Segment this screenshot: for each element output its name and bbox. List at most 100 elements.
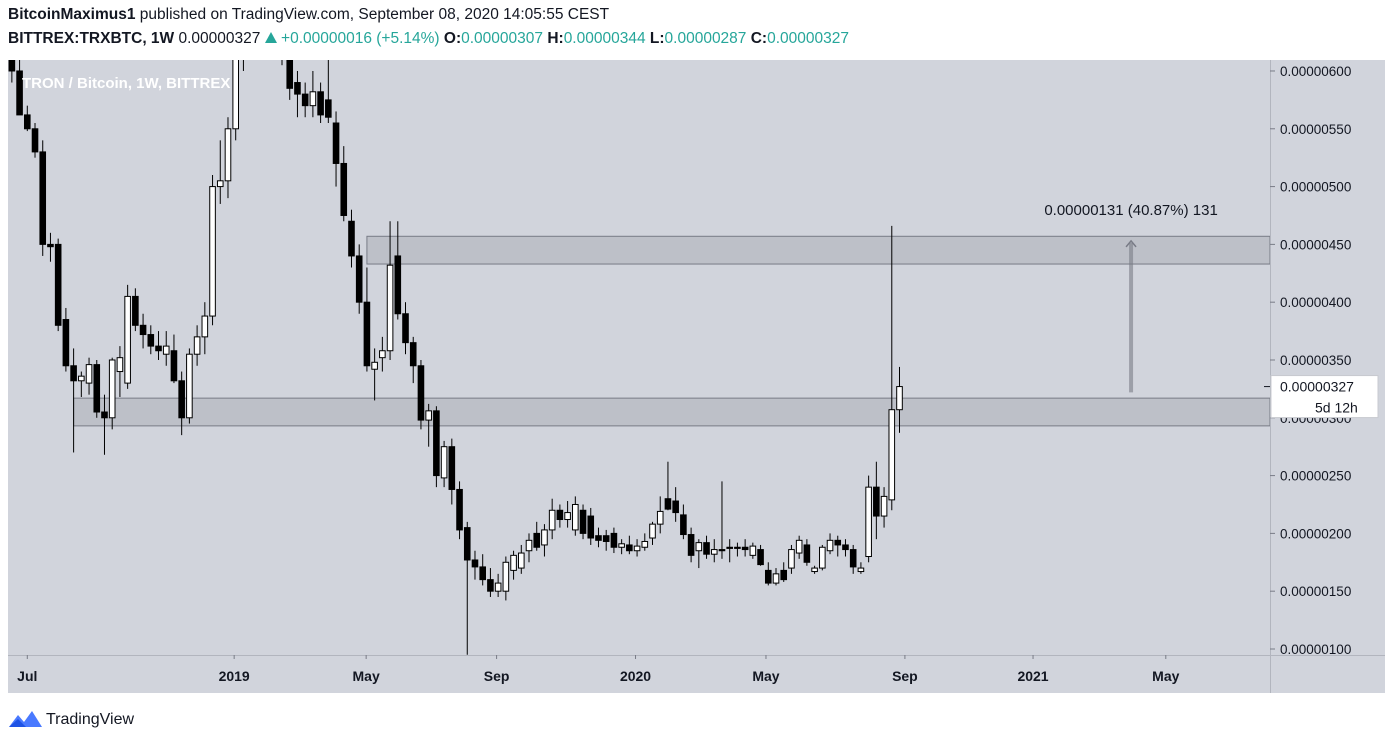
zone (366, 235, 1270, 265)
candle-body (31, 128, 39, 153)
ohlc: O:0.00000307 H:0.00000344 L:0.00000287 C… (444, 30, 849, 47)
candle-body (155, 345, 162, 352)
candle-body (487, 579, 494, 592)
brand: TradingView (46, 711, 134, 728)
candle-body (264, 0, 270, 7)
x-tick-label: Sep (892, 668, 918, 684)
last: 0.00000327 (178, 30, 261, 47)
candle-body (541, 529, 548, 546)
y-tick-label: 0.00000250 (1280, 469, 1351, 484)
candle-body (201, 315, 209, 338)
candle-body (479, 566, 486, 581)
ohlc-value: 0.00000344 (563, 30, 646, 47)
y-tick-label: 0.00000100 (1280, 642, 1351, 657)
candle-body (726, 546, 733, 549)
last-price-box (1270, 375, 1379, 419)
candle-body (826, 539, 834, 552)
candle-body (209, 186, 216, 317)
candle-body (772, 573, 780, 584)
candle-body (687, 534, 695, 556)
candle-body (317, 91, 324, 116)
ohlc-value: 0.00000307 (461, 30, 544, 47)
candle-body (348, 220, 355, 257)
candle-body (579, 509, 587, 534)
candle-body (819, 546, 826, 569)
y-tick-label: 0.00000500 (1280, 180, 1351, 195)
candle-body (888, 409, 896, 501)
candle-body (232, 60, 240, 130)
candle-body (39, 151, 47, 245)
candle-body (602, 535, 610, 542)
candle-body (425, 410, 432, 421)
candle-body (8, 60, 16, 72)
candle-body (649, 523, 656, 539)
candle-body (417, 365, 425, 421)
candle-body (386, 264, 394, 352)
candle-body (409, 342, 417, 367)
candle-body (332, 122, 340, 164)
candle-body (610, 532, 618, 548)
candle-body (556, 509, 564, 521)
candle-body (301, 93, 309, 107)
candle-body (279, 25, 285, 54)
measure-label: 0.00000131 (40.87%) 131 (1044, 202, 1217, 219)
candle-body (849, 549, 857, 568)
y-tick-label: 0.00000350 (1280, 353, 1351, 368)
candle-body (572, 503, 579, 531)
chart-background (8, 60, 1385, 693)
candle-body (101, 411, 108, 419)
candle-body (896, 386, 903, 411)
zone (73, 397, 1270, 427)
candle-body (618, 543, 625, 548)
candle-body (440, 446, 448, 479)
candle-body (147, 334, 155, 347)
x-tick-label: Jul (17, 668, 37, 684)
candle-body (286, 60, 294, 89)
candle-body (803, 544, 811, 563)
change: +0.00000016 (+5.14%) (281, 30, 440, 47)
candle-body (139, 324, 147, 336)
candle-body (170, 350, 178, 382)
candle-body (664, 498, 672, 510)
x-tick-label: 2021 (1017, 668, 1048, 684)
candle-body (788, 549, 795, 569)
ohlc-value: 0.00000287 (664, 30, 747, 47)
symbol-line: BITTREX:TRXBTC, 1W 0.00000327 +0.0000001… (8, 30, 849, 48)
candle-body (734, 546, 741, 549)
x-tick-label: May (1152, 668, 1179, 684)
candle-body (865, 486, 872, 558)
ohlc-label: L: (649, 30, 665, 47)
candle-body (248, 13, 254, 42)
published: published on TradingView.com, September … (139, 6, 610, 23)
y-tick-label: 0.00000550 (1280, 122, 1351, 137)
candle-body (448, 446, 456, 490)
chart: TRON / Bitcoin, 1W, BITTREX 0.00000100 0.… (8, 0, 1385, 693)
candle-body (355, 255, 363, 303)
candle-body (471, 559, 479, 568)
last-price-label: 0.00000327 (1280, 379, 1354, 395)
candle-body (494, 582, 502, 592)
candle-body (294, 82, 301, 95)
candle-body (241, 42, 247, 59)
candle-body (340, 162, 348, 216)
candle-body (517, 552, 525, 569)
candle-body (70, 365, 77, 382)
candle-body (533, 532, 541, 548)
candle-body (656, 510, 664, 525)
x-tick-label: Sep (484, 668, 510, 684)
candle-body (764, 569, 772, 584)
plot-area (8, 0, 1270, 655)
candle-body (85, 364, 93, 384)
symbol: BITTREX:TRXBTC, 1W (8, 30, 175, 47)
y-tick-label: 0.00000400 (1280, 295, 1351, 310)
candle-body (703, 542, 710, 555)
measure-arrow-head (1125, 239, 1137, 248)
watermark: TRON / Bitcoin, 1W, BITTREX (22, 75, 230, 92)
candle-body (757, 549, 764, 566)
candle-body (224, 128, 232, 182)
up-arrow (264, 32, 277, 43)
candle-body (741, 546, 749, 551)
candle-body (626, 544, 633, 552)
candle-body (873, 486, 880, 517)
